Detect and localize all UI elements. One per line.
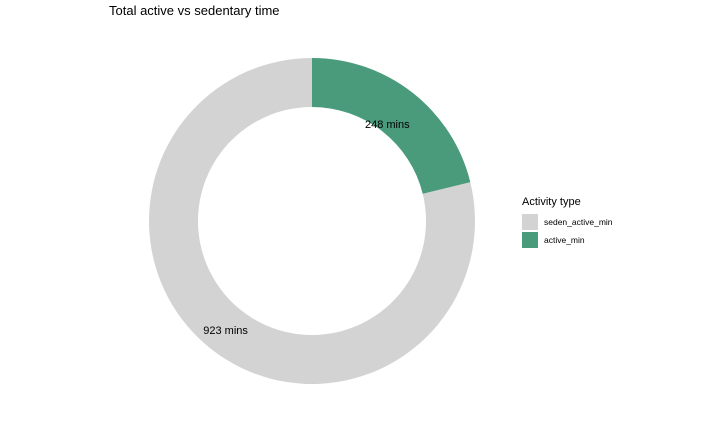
slice-seden-active-min [149, 58, 475, 384]
slice-label-active-min: 248 mins [365, 119, 410, 131]
legend-key-active-min [522, 231, 538, 248]
slice-label-seden-active-min: 923 mins [203, 325, 248, 337]
legend-title: Activity type [522, 196, 581, 208]
legend-label-active-min: active_min [544, 234, 585, 245]
labels-layer: 248 mins 923 mins [203, 119, 410, 337]
slice-active-min [312, 58, 471, 194]
chart-title: Total active vs sedentary time [109, 3, 280, 18]
legend-item-active-min: active_min [522, 231, 613, 248]
legend-item-seden-active-min: seden_active_min [522, 213, 613, 230]
legend-key-seden-active-min [522, 213, 538, 230]
legend-label-seden-active-min: seden_active_min [544, 216, 613, 227]
legend: Activity type seden_active_min active_mi… [522, 195, 613, 249]
slices-layer [149, 58, 475, 384]
